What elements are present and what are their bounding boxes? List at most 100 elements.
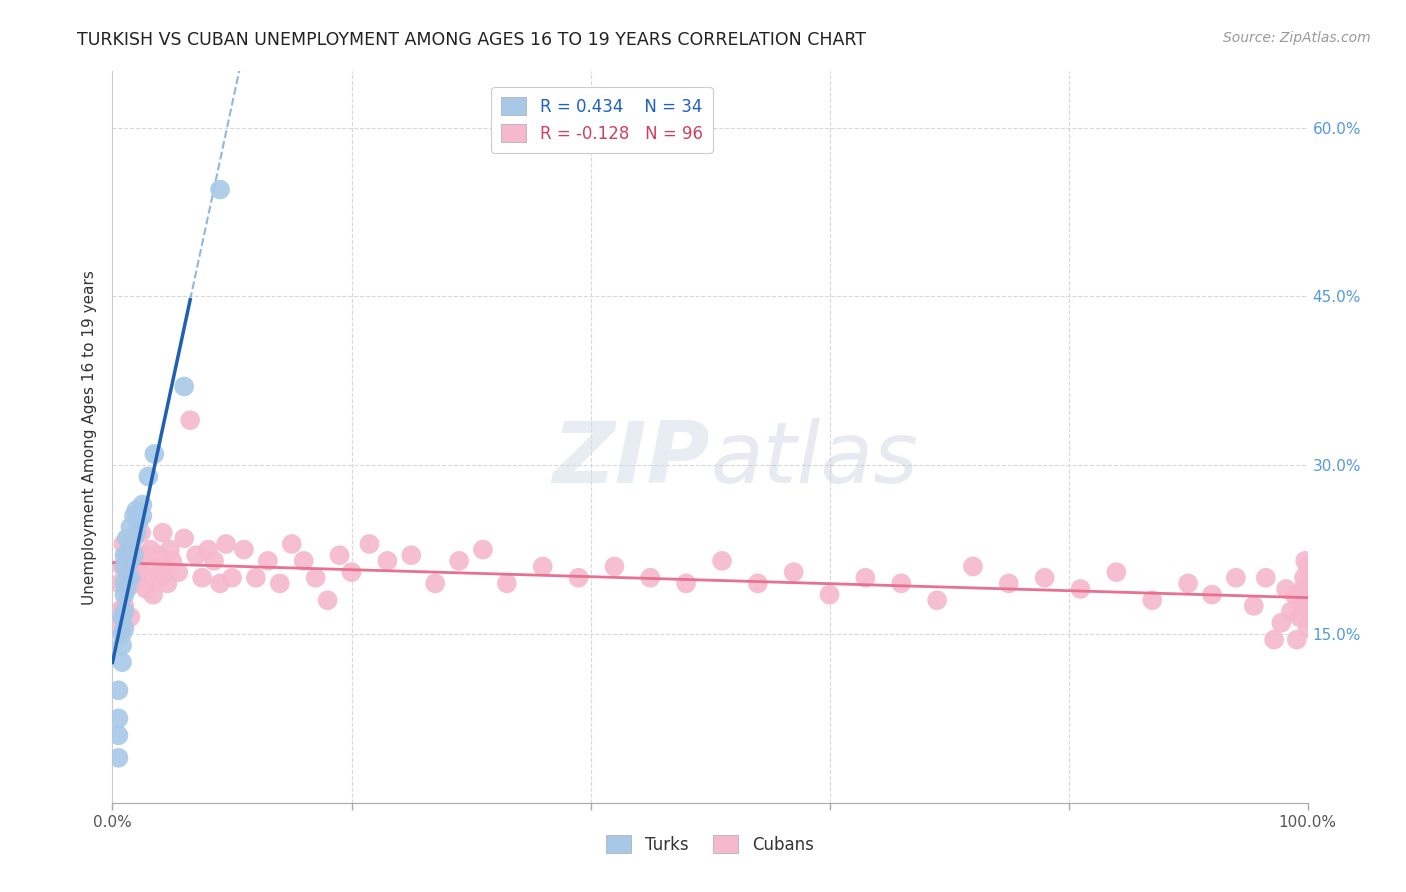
Point xyxy=(257,554,280,568)
Point xyxy=(120,610,142,624)
Point xyxy=(531,559,554,574)
Point xyxy=(118,548,141,562)
Point xyxy=(305,571,328,585)
Point xyxy=(107,728,129,742)
Point xyxy=(159,542,181,557)
Point xyxy=(114,548,135,562)
Point xyxy=(1292,571,1315,585)
Point xyxy=(120,554,142,568)
Y-axis label: Unemployment Among Ages 16 to 19 years: Unemployment Among Ages 16 to 19 years xyxy=(82,269,97,605)
Point xyxy=(245,571,267,585)
Point xyxy=(138,469,160,483)
Point xyxy=(122,508,145,523)
Point xyxy=(107,683,129,698)
Point xyxy=(1201,588,1223,602)
Point xyxy=(1243,599,1265,613)
Point xyxy=(292,554,315,568)
Point xyxy=(496,576,519,591)
Point xyxy=(1263,632,1285,647)
Point xyxy=(603,559,626,574)
Point xyxy=(1292,582,1315,596)
Point xyxy=(202,554,225,568)
Point xyxy=(131,508,153,523)
Point xyxy=(209,576,232,591)
Point xyxy=(1296,621,1319,635)
Point xyxy=(782,565,804,579)
Point xyxy=(173,379,195,393)
Point xyxy=(1295,599,1317,613)
Point xyxy=(1254,571,1277,585)
Point xyxy=(142,588,165,602)
Point xyxy=(711,554,734,568)
Point xyxy=(125,525,148,540)
Point xyxy=(153,559,176,574)
Point xyxy=(401,548,423,562)
Point xyxy=(197,542,219,557)
Point xyxy=(112,537,135,551)
Point xyxy=(1270,615,1292,630)
Point xyxy=(962,559,984,574)
Point xyxy=(120,537,142,551)
Point xyxy=(1275,582,1298,596)
Point xyxy=(215,537,238,551)
Point xyxy=(115,582,138,596)
Point xyxy=(472,542,495,557)
Point xyxy=(108,576,131,591)
Point xyxy=(132,548,155,562)
Point xyxy=(122,532,145,546)
Point xyxy=(114,605,135,619)
Point xyxy=(269,576,291,591)
Point xyxy=(340,565,363,579)
Point xyxy=(233,542,256,557)
Point xyxy=(329,548,352,562)
Point xyxy=(1291,599,1313,613)
Point xyxy=(125,503,148,517)
Point xyxy=(145,559,167,574)
Point xyxy=(121,554,143,568)
Point xyxy=(120,520,142,534)
Point xyxy=(377,554,399,568)
Point xyxy=(1033,571,1056,585)
Point xyxy=(110,621,132,635)
Text: atlas: atlas xyxy=(710,417,918,500)
Point xyxy=(1296,610,1319,624)
Point xyxy=(179,413,201,427)
Text: TURKISH VS CUBAN UNEMPLOYMENT AMONG AGES 16 TO 19 YEARS CORRELATION CHART: TURKISH VS CUBAN UNEMPLOYMENT AMONG AGES… xyxy=(77,31,866,49)
Point xyxy=(173,532,195,546)
Point xyxy=(221,571,243,585)
Point xyxy=(135,582,157,596)
Point xyxy=(120,571,142,585)
Point xyxy=(128,515,150,529)
Legend: Turks, Cubans: Turks, Cubans xyxy=(600,829,820,860)
Point xyxy=(111,610,134,624)
Point xyxy=(152,525,174,540)
Point xyxy=(122,576,145,591)
Point xyxy=(675,576,697,591)
Point xyxy=(1296,610,1319,624)
Point xyxy=(115,571,138,585)
Point xyxy=(114,588,135,602)
Point xyxy=(1284,588,1306,602)
Point xyxy=(447,554,470,568)
Point xyxy=(114,621,135,635)
Point xyxy=(122,548,145,562)
Point xyxy=(125,559,148,574)
Point xyxy=(146,548,169,562)
Point xyxy=(114,599,135,613)
Point xyxy=(1070,582,1092,596)
Point xyxy=(162,554,183,568)
Point xyxy=(156,576,179,591)
Point xyxy=(1279,605,1302,619)
Point xyxy=(747,576,769,591)
Point xyxy=(359,537,381,551)
Point xyxy=(1105,565,1128,579)
Text: ZIP: ZIP xyxy=(553,417,710,500)
Point xyxy=(1225,571,1247,585)
Point xyxy=(1177,576,1199,591)
Point xyxy=(111,627,134,641)
Point xyxy=(149,571,172,585)
Point xyxy=(316,593,339,607)
Point xyxy=(568,571,591,585)
Point xyxy=(998,576,1021,591)
Point xyxy=(107,711,129,725)
